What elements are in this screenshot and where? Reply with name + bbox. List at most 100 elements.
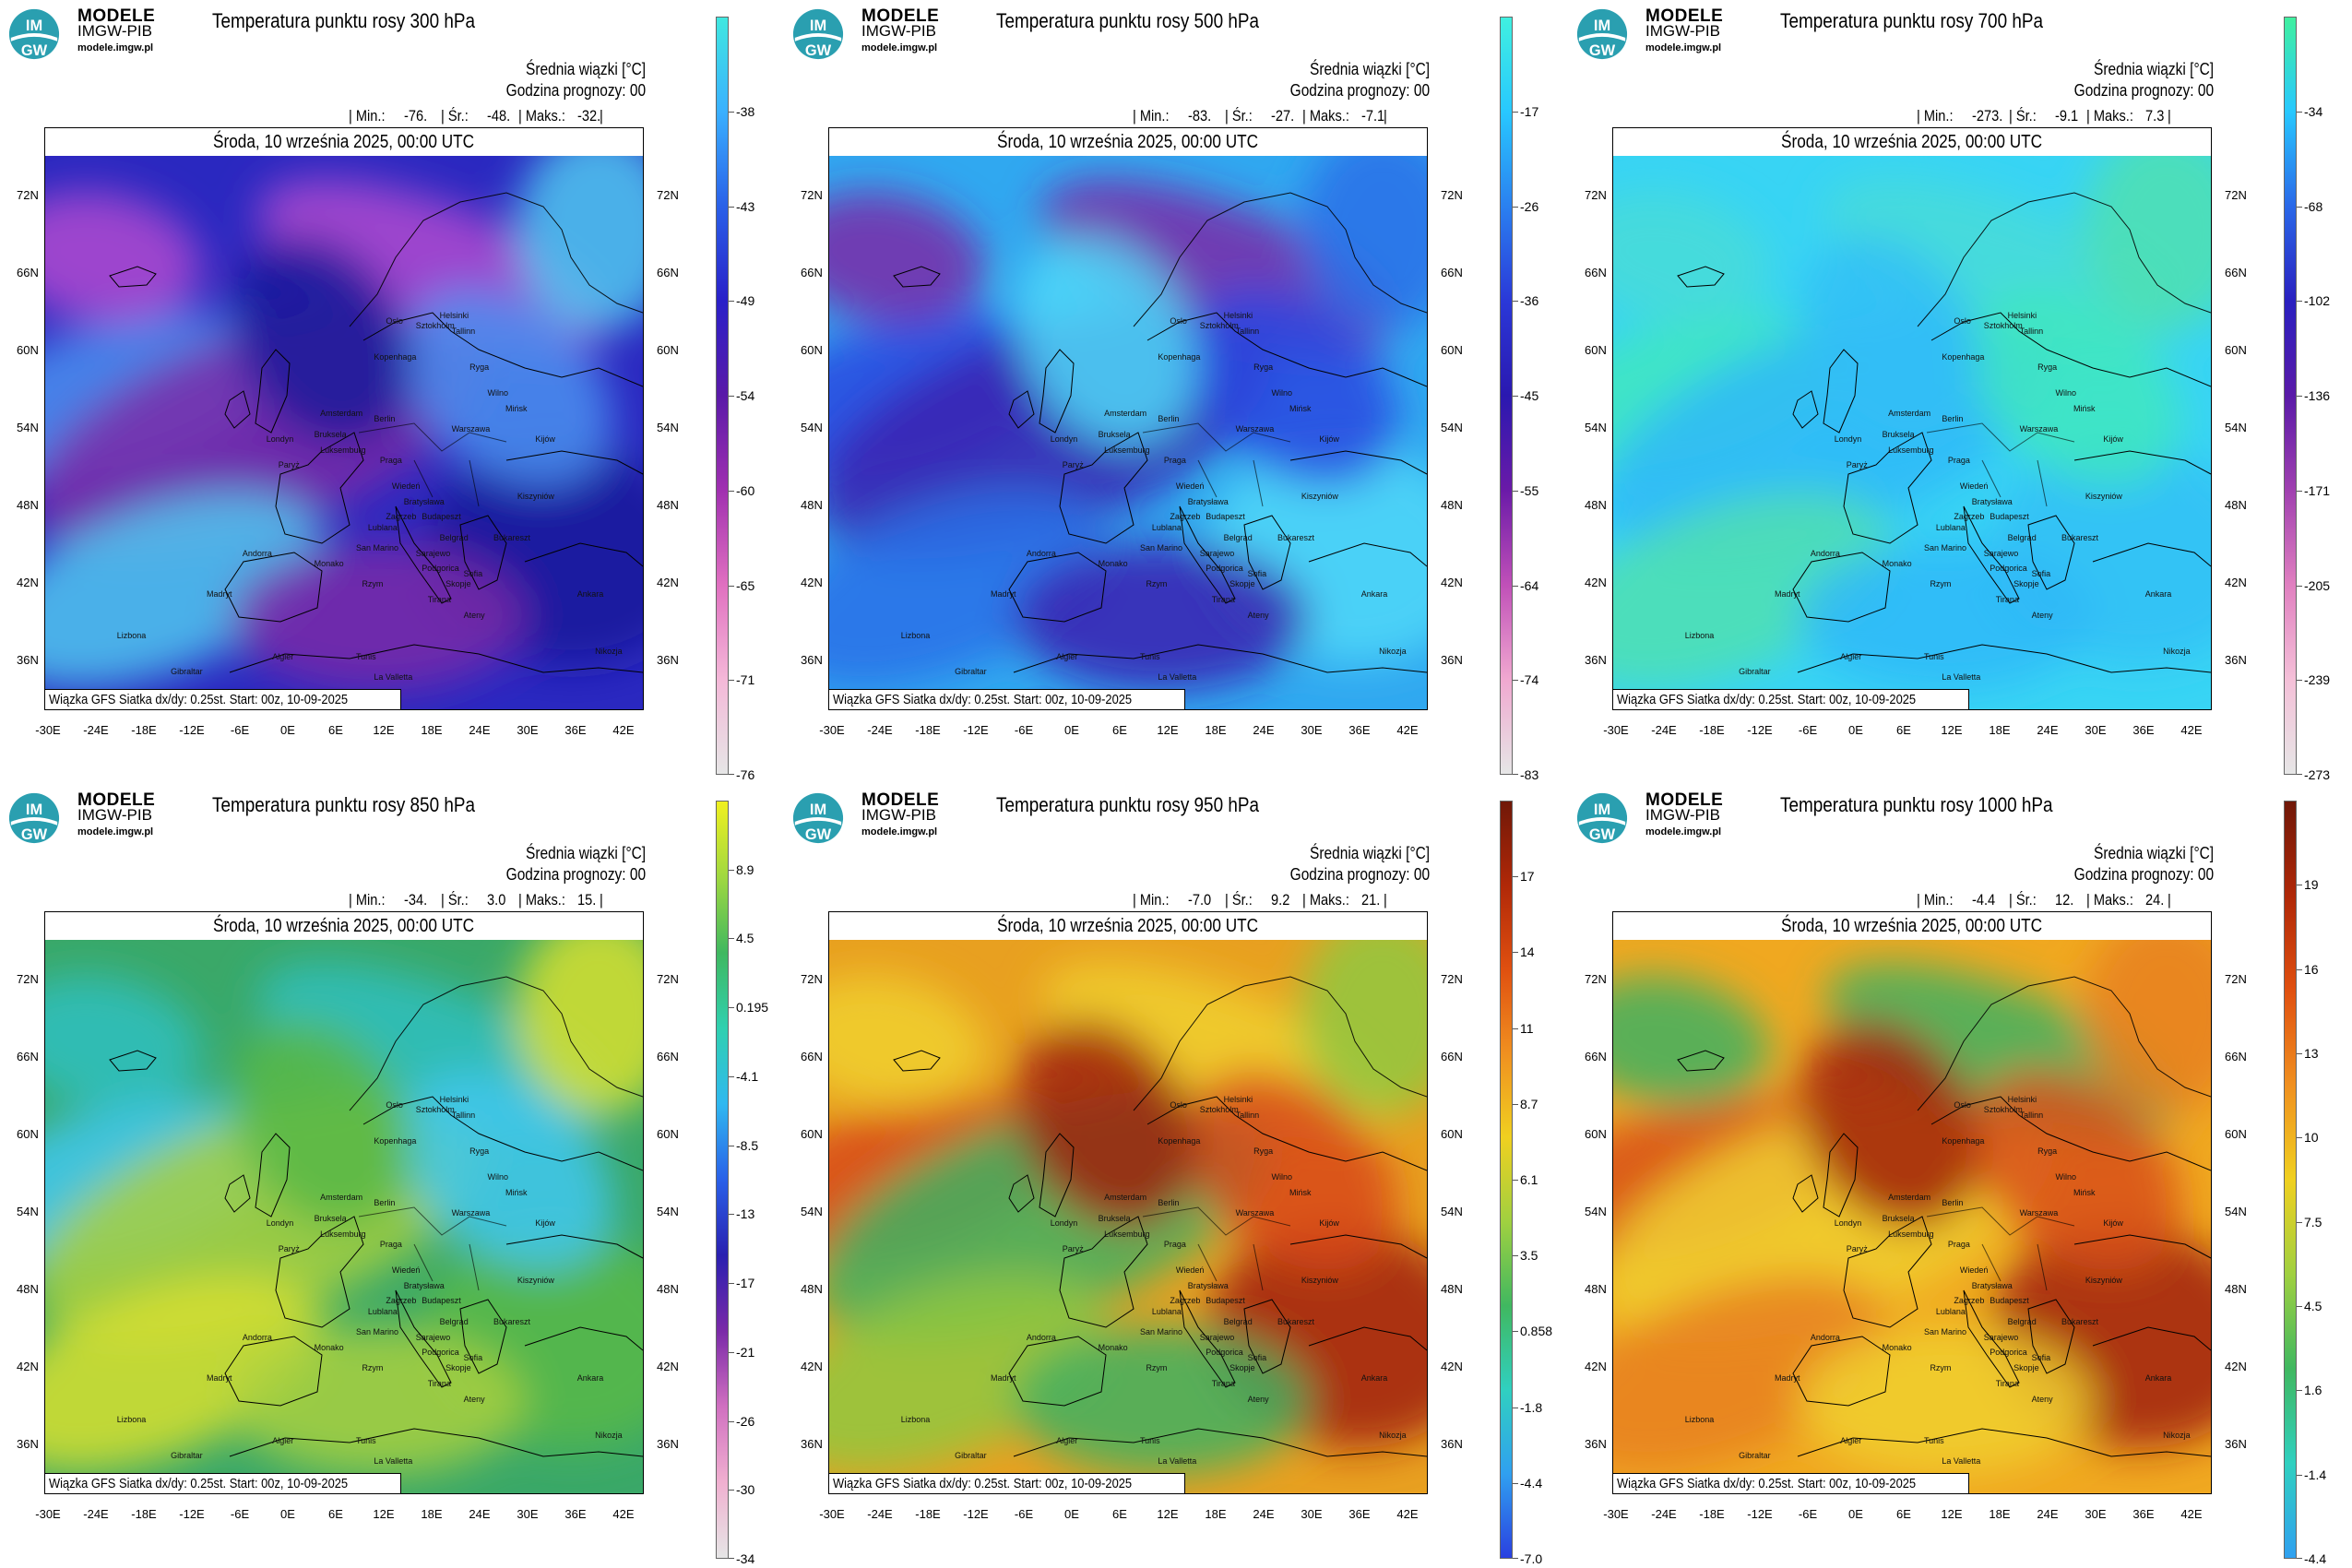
forecast-hour: Godzina prognozy: 00 [505,865,646,884]
lon-label: 18E [1989,1507,2011,1521]
city-label: Luksemburg [1888,445,1934,455]
lat-label-right: 66N [2225,266,2247,279]
mean-label: Średnia wiązki [°C] [2093,844,2214,862]
colorbar-label: -38 [736,103,755,119]
svg-text:IM: IM [810,802,826,818]
colorbar-label: -34 [736,1551,755,1566]
dewpoint-field-map: Oslo Sztokholm Helsinki Tallinn Ryga Kopenhag… [1613,940,2211,1493]
lat-label-left: 66N [17,266,39,279]
stat-min: -83. [1188,107,1212,125]
city-label: Andorra [1026,548,1056,558]
colorbar-tick [1513,1180,1518,1181]
colorbar-tick [729,1283,734,1285]
lon-label: 18E [1205,723,1227,737]
stat-max-label: | Maks.: [2086,107,2133,125]
city-label: Belgrad [439,1316,469,1326]
city-label: Lizbona [1684,1415,1715,1425]
city-label: Bukareszt [1277,532,1315,542]
stat-avg-label: | Śr.: [1225,107,1253,125]
forecast-panel: IM GW MODELE IMGW-PIB modele.imgw.pl Temperat… [784,0,1568,784]
lon-label: -12E [1747,1507,1773,1521]
colorbar-tick [2297,585,2302,587]
city-label: Kijów [535,434,555,445]
logo-line-1: MODELE [861,790,940,810]
colorbar-label: -30 [736,1482,755,1498]
lat-label-left: 54N [17,1205,39,1218]
city-label: La Valletta [374,672,413,682]
stat-max: -7.1 [1361,107,1385,125]
coastline-outline [109,192,643,673]
city-label: Paryż [278,1244,300,1254]
lat-label-left: 42N [1585,576,1607,589]
city-label: Nikozja [1379,1431,1407,1440]
city-label: Wilno [1271,1172,1293,1182]
city-label: Andorra [1810,548,1840,558]
colorbar-tick [729,111,734,113]
field-region [399,286,613,487]
lat-label-right: 60N [2225,343,2247,357]
model-info-text: Wiązka GFS Siatka dx/dy: 0.25st. Start: … [833,1476,1133,1491]
lon-label: -30E [1603,723,1629,737]
city-label: Bukareszt [2061,1316,2099,1326]
colorbar [1500,17,1513,775]
logo-line-1: MODELE [861,6,940,26]
model-info-tag: Wiązka GFS Siatka dx/dy: 0.25st. Start: … [45,1473,401,1493]
logo-line-1: MODELE [1645,790,1724,810]
colorbar-label: 4.5 [2304,1299,2322,1313]
lon-label: 6E [328,1507,343,1521]
colorbar-label: -4.4 [1520,1475,1543,1491]
lon-label: 24E [469,1507,491,1521]
city-label: Lizbona [1684,631,1715,641]
lon-label: 30E [1301,1507,1323,1521]
stat-max-label: | Maks.: [1302,891,1349,909]
colorbar-tick [729,1214,734,1216]
colorbar-tick [1513,1331,1518,1333]
model-info-tag: Wiązka GFS Siatka dx/dy: 0.25st. Start: … [1613,689,1969,709]
logo-text: MODELE IMGW-PIB modele.imgw.pl [1645,790,1724,839]
colorbar [2284,17,2297,775]
mean-label: Średnia wiązki [°C] [1309,844,1430,862]
logo-url: modele.imgw.pl [77,42,154,53]
logo-line-2: IMGW-PIB [77,806,152,824]
lat-label-left: 48N [17,498,39,512]
stat-end: | [600,107,603,125]
city-label: Ryga [2037,1146,2058,1156]
lat-label-left: 60N [801,1127,823,1141]
city-label: Paryż [278,460,300,470]
city-label: Berlin [1158,1198,1180,1207]
city-label: Mińsk [505,403,528,413]
city-label: Kiszyniów [517,1276,554,1285]
city-label: Zagrzeb [1170,1296,1201,1306]
dewpoint-field [45,940,643,1493]
lat-label-left: 66N [801,266,823,279]
lon-label: -6E [1798,1507,1818,1521]
lon-label: -30E [819,723,845,737]
city-label: Helsinki [2007,311,2037,320]
field-region [1300,940,1427,1115]
city-label: Sofia [1247,1353,1267,1362]
city-label: Oslo [386,315,403,326]
city-label: Wilno [2055,388,2077,398]
colorbar-label: -17 [736,1276,755,1291]
city-label: La Valletta [1158,672,1197,682]
lon-label: 24E [1253,1507,1275,1521]
dewpoint-field [1613,156,2211,709]
stat-max-label: | Maks.: [1302,107,1349,125]
city-label: Rzym [1146,579,1168,589]
city-label: Bukareszt [1277,1316,1315,1326]
colorbar-label: -13 [736,1206,755,1222]
city-label: Belgrad [2007,1316,2037,1326]
field-region [1798,543,2093,691]
city-label: Londyn [1050,434,1078,445]
colorbar-label: 13 [2304,1046,2319,1061]
colorbar-tick [2297,206,2302,208]
city-label: Lublana [367,522,398,532]
mean-label: Średnia wiązki [°C] [525,60,646,78]
city-label: Bratysława [403,1280,445,1290]
lat-label-left: 72N [801,972,823,986]
stats-line: | Min.: -4.4 | Śr.: 12. | Maks.: 24. | [1612,891,2214,911]
city-label: Tunis [355,651,376,661]
map-frame: Środa, 10 września 2025, 00:00 UTC Oslo Sz… [1612,911,2212,1494]
forecast-panel: IM GW MODELE IMGW-PIB modele.imgw.pl Temperat… [1568,0,2352,784]
city-label: Praga [379,1239,402,1249]
